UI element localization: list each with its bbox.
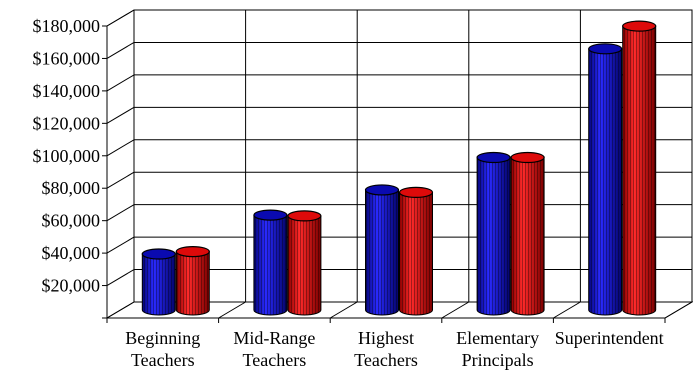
x-tick-label: Beginning Teachers xyxy=(125,328,200,370)
x-tick-label: Elementary Principals xyxy=(456,328,539,370)
bar xyxy=(588,43,623,316)
side-gridline xyxy=(106,236,135,254)
y-tick-label: $100,000 xyxy=(33,146,101,166)
floor-divider xyxy=(553,301,581,319)
y-tick-label: $60,000 xyxy=(42,211,101,231)
side-gridline xyxy=(106,204,135,222)
floor-divider xyxy=(441,301,470,319)
x-tick-label: Highest Teachers xyxy=(354,328,418,370)
y-tick-label: $40,000 xyxy=(42,243,101,263)
x-tick-label: Mid-Range Teachers xyxy=(233,328,315,370)
bar xyxy=(287,210,322,316)
y-tick-label: $20,000 xyxy=(42,276,101,296)
axis-layer xyxy=(102,9,666,323)
side-gridline xyxy=(106,171,135,189)
bar xyxy=(510,151,545,316)
bars-layer xyxy=(141,20,657,316)
side-wall-top xyxy=(106,9,135,27)
side-gridline xyxy=(106,139,135,157)
floor-divider xyxy=(329,301,358,319)
bar xyxy=(141,248,176,316)
bar xyxy=(253,209,288,316)
x-tick-label: Superintendent xyxy=(555,328,664,348)
floor-edge xyxy=(664,301,693,319)
bar xyxy=(398,186,434,316)
side-gridline xyxy=(106,301,135,319)
y-tick-label: $120,000 xyxy=(33,113,101,133)
bar xyxy=(364,184,400,316)
y-tick-label: $140,000 xyxy=(33,81,101,101)
side-gridline xyxy=(106,42,135,59)
side-gridline xyxy=(106,269,135,286)
bar xyxy=(476,151,511,316)
y-tick-label: $160,000 xyxy=(33,48,101,68)
bar xyxy=(622,20,657,316)
y-tick-label: $180,000 xyxy=(33,16,101,36)
labels-layer: $20,000 $40,000 $60,000 $80,000 $100,000 $120… xyxy=(33,16,664,370)
side-gridline xyxy=(106,74,135,92)
floor-divider xyxy=(218,301,246,319)
y-tick-label: $80,000 xyxy=(42,178,101,198)
bar xyxy=(175,246,210,316)
side-gridline xyxy=(106,106,135,124)
